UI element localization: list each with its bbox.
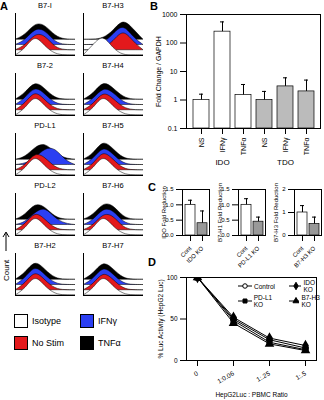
svg-text:B7-H3 KO: B7-H3 KO (293, 245, 317, 269)
svg-text:% Luc Activity (HepG2 Luc): % Luc Activity (HepG2 Luc) (157, 279, 165, 358)
svg-text:1.0: 1.0 (221, 201, 230, 208)
svg-text:PD-L1 KO: PD-L1 KO (237, 245, 261, 269)
html-text:A: A (0, 0, 8, 12)
svg-text:1.0: 1.0 (165, 201, 174, 208)
svg-text:1:.5: 1:.5 (294, 369, 307, 381)
svg-text:B7-H3 Fold Reduction: B7-H3 Fold Reduction (273, 183, 279, 242)
svg-text:IDO: IDO (215, 158, 229, 167)
html-text:B7-H3: B7-H3 (102, 1, 124, 10)
html-text:B7-H4: B7-H4 (102, 61, 124, 70)
html-text:B7-I: B7-I (38, 1, 52, 10)
svg-text:100: 100 (166, 39, 178, 46)
html-text:C: C (148, 181, 156, 193)
svg-text:1:.25: 1:.25 (255, 369, 271, 382)
svg-text:1.5: 1.5 (165, 186, 174, 193)
html-text:PD-L2: PD-L2 (34, 181, 56, 190)
svg-text:1.5: 1.5 (221, 186, 230, 193)
svg-text:NS: NS (261, 137, 268, 147)
svg-text:Count: Count (2, 259, 11, 281)
html-text:PD-L1: PD-L1 (34, 121, 56, 130)
svg-text:0.0: 0.0 (221, 232, 230, 239)
svg-text:NS: NS (198, 137, 205, 147)
svg-text:0.1: 0.1 (168, 125, 178, 132)
svg-text:1:0.06: 1:0.06 (216, 369, 235, 384)
svg-text:IFNγ: IFNγ (282, 137, 290, 152)
svg-text:0.0: 0.0 (165, 232, 174, 239)
html-text:PD-L1 KO: PD-L1 KO (253, 294, 273, 308)
html-text:B7-2: B7-2 (37, 61, 53, 70)
html-text:IFNγ: IFNγ (98, 316, 117, 326)
html-text:B7-H6: B7-H6 (102, 181, 124, 190)
svg-text:Fold Change / GAPDH: Fold Change / GAPDH (155, 36, 163, 107)
svg-text:50: 50 (170, 315, 178, 322)
svg-text:0: 0 (174, 357, 178, 364)
svg-text:100: 100 (167, 274, 178, 281)
svg-text:IDO KO: IDO KO (185, 245, 204, 264)
svg-text:0.5: 0.5 (221, 217, 230, 224)
html-text:B7-H5: B7-H5 (102, 121, 124, 130)
svg-text:2: 2 (282, 186, 286, 192)
svg-text:1000: 1000 (162, 11, 178, 18)
svg-text:1: 1 (282, 209, 286, 215)
html-text:B7-H3 KO: B7-H3 KO (301, 294, 320, 308)
html-text:No Stim: No Stim (32, 338, 64, 348)
svg-text:Cont: Cont (235, 245, 249, 259)
html-text:Isotype: Isotype (32, 316, 61, 326)
svg-text:IFNγ: IFNγ (219, 137, 227, 152)
svg-text:Cont: Cont (179, 245, 193, 259)
html-text:B7-H2: B7-H2 (34, 241, 56, 250)
svg-text:HepG2Luc : PBMC Ratio: HepG2Luc : PBMC Ratio (215, 391, 288, 399)
svg-text:Cont: Cont (291, 245, 305, 259)
svg-text:0: 0 (192, 369, 199, 377)
html-text:B7-H7: B7-H7 (102, 241, 124, 250)
html-text:TNFα: TNFα (98, 338, 121, 348)
html-text:IDO KO: IDO KO (303, 279, 315, 293)
svg-text:1: 1 (174, 96, 178, 103)
html-text:B: B (150, 0, 158, 12)
svg-text:0: 0 (282, 232, 286, 238)
svg-text:IDO Fold Reduction: IDO Fold Reduction (161, 186, 167, 239)
svg-text:10: 10 (170, 68, 178, 75)
svg-text:TNFα: TNFα (303, 138, 310, 156)
svg-text:B7-H1 Fold Reduction: B7-H1 Fold Reduction (217, 183, 223, 242)
svg-text:TDO: TDO (277, 158, 294, 167)
html-text:D: D (148, 256, 156, 268)
html-text:Control: Control (254, 282, 275, 290)
svg-text:0.5: 0.5 (165, 217, 174, 224)
svg-text:TNFα: TNFα (240, 138, 247, 156)
